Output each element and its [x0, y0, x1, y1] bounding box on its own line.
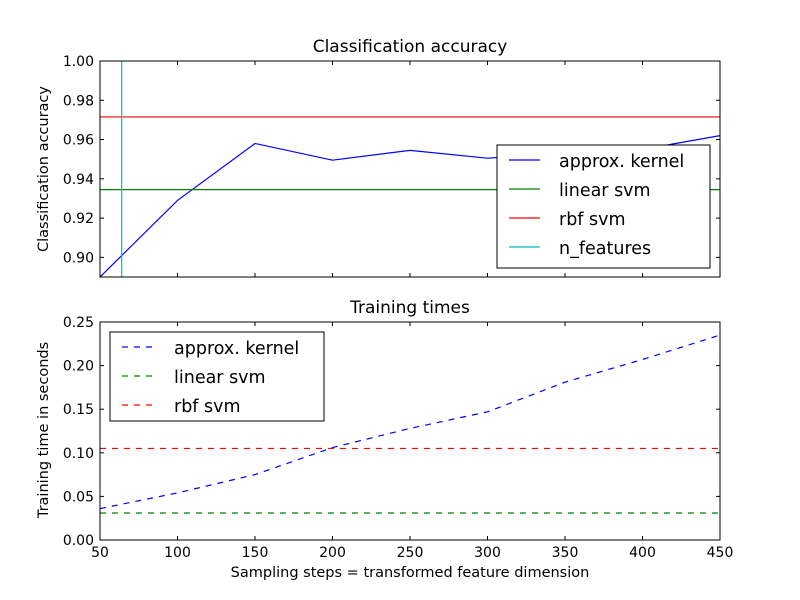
training-y-tick-label-2: 0.10	[63, 446, 94, 462]
training-legend-label-rbf-svm: rbf svm	[174, 397, 241, 417]
training-legend-entry-approx-kernel: approx. kernel	[122, 339, 299, 359]
accuracy-chart-title: Classification accuracy	[313, 37, 508, 57]
accuracy-plot-area: 0.90 0.92 0.94 0.96 0.98 1.00	[63, 54, 721, 278]
training-x-tick-label-3: 200	[319, 545, 346, 561]
training-plot-area: 0.00 0.05 0.10 0.15 0.20 0.25 50 100 150 200 250 30…	[63, 315, 734, 561]
training-x-tick-label-5: 300	[474, 545, 501, 561]
training-x-axis-label: Sampling steps = transformed feature dim…	[231, 565, 590, 581]
training-legend-entry-linear-svm: linear svm	[122, 368, 266, 388]
training-y-tick-label-4: 0.20	[63, 359, 94, 375]
training-x-tick-label-6: 350	[552, 545, 579, 561]
accuracy-legend-entry-n-features: n_features	[509, 239, 651, 259]
training-x-tick-label-7: 400	[629, 545, 656, 561]
accuracy-y-tick-label-3: 0.96	[63, 133, 94, 149]
training-x-tick-label-1: 100	[164, 545, 191, 561]
training-x-tick-label-0: 50	[91, 545, 109, 561]
accuracy-y-tick-label-2: 0.94	[63, 172, 94, 188]
training-x-tick-label-4: 250	[397, 545, 424, 561]
training-x-tick-label-8: 450	[707, 545, 734, 561]
accuracy-legend-label-n-features: n_features	[559, 239, 651, 259]
training-legend-label-linear-svm: linear svm	[174, 368, 266, 388]
accuracy-y-axis-label: Classification accuracy	[36, 86, 52, 252]
accuracy-legend-label-rbf-svm: rbf svm	[559, 210, 626, 230]
training-legend-label-approx-kernel: approx. kernel	[174, 339, 299, 359]
training-legend-entry-rbf-svm: rbf svm	[122, 397, 241, 417]
training-y-tick-label-0: 0.00	[63, 533, 94, 549]
accuracy-y-tick-label-5: 1.00	[63, 54, 94, 70]
accuracy-legend: approx. kernel linear svm rbf svm n_feat…	[496, 144, 711, 269]
training-y-tick-label-3: 0.15	[63, 402, 94, 418]
accuracy-y-tick-label-0: 0.90	[63, 250, 94, 266]
accuracy-legend-label-approx-kernel: approx. kernel	[559, 152, 684, 172]
accuracy-y-tick-label-1: 0.92	[63, 211, 94, 227]
accuracy-y-tick-label-4: 0.98	[63, 93, 94, 109]
training-legend-box	[109, 331, 325, 422]
training-legend: approx. kernel linear svm rbf svm	[109, 331, 325, 422]
accuracy-subplot: Classification accuracy Classification a…	[36, 37, 721, 278]
training-subplot: Training times Training time in seconds …	[36, 298, 733, 581]
training-y-tick-label-1: 0.05	[63, 489, 94, 505]
accuracy-legend-entry-linear-svm: linear svm	[509, 181, 651, 201]
training-y-axis-label: Training time in seconds	[36, 342, 52, 519]
training-chart-title: Training times	[349, 298, 470, 318]
accuracy-legend-entry-rbf-svm: rbf svm	[509, 210, 626, 230]
training-x-tick-label-2: 150	[242, 545, 269, 561]
accuracy-legend-entry-approx-kernel: approx. kernel	[509, 152, 684, 172]
training-y-tick-label-5: 0.25	[63, 315, 94, 331]
accuracy-legend-label-linear-svm: linear svm	[559, 181, 651, 201]
